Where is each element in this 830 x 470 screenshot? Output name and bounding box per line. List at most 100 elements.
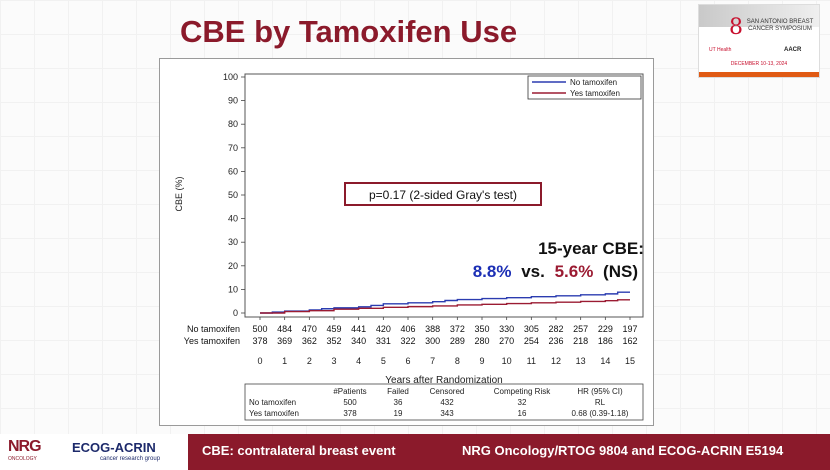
risk-count: 420 (376, 324, 391, 334)
risk-row-label-no: No tamoxifen (187, 324, 240, 334)
risk-count: 362 (302, 336, 317, 346)
table-cell: RL (595, 398, 606, 407)
y-tick-label: 50 (228, 190, 238, 200)
x-tick-label: 8 (455, 356, 460, 366)
risk-count: 186 (598, 336, 613, 346)
logo-sponsor-1: UT Health (709, 47, 732, 53)
nrg-logo-sub: ONCOLOGY (8, 456, 37, 462)
logo-dates: DECEMBER 10-13, 2024 (730, 61, 788, 67)
risk-count: 282 (548, 324, 563, 334)
x-tick-label: 15 (625, 356, 635, 366)
logo-band (699, 5, 819, 27)
risk-count: 352 (326, 336, 341, 346)
slide-title: CBE by Tamoxifen Use (180, 14, 518, 49)
table-header-hr: HR (95% CI) (577, 387, 623, 396)
logo-text: SAN ANTONIO BREAST CANCER SYMPOSIUM (746, 19, 814, 32)
y-axis-label: CBE (%) (174, 176, 184, 211)
x-tick-label: 6 (405, 356, 410, 366)
summary-table: #Patients Failed Censored Competing Risk… (244, 383, 644, 421)
x-tick-label: 2 (307, 356, 312, 366)
legend-label-yes-tamoxifen: Yes tamoxifen (570, 89, 620, 98)
risk-count: 289 (450, 336, 465, 346)
table-cell: 343 (440, 409, 454, 418)
risk-count: 406 (400, 324, 415, 334)
risk-count: 218 (573, 336, 588, 346)
risk-count: 305 (524, 324, 539, 334)
sabcs-logo: 8 SAN ANTONIO BREAST CANCER SYMPOSIUM UT… (698, 4, 820, 78)
risk-count: 236 (548, 336, 563, 346)
x-tick-label: 4 (356, 356, 361, 366)
x-tick-label: 11 (527, 356, 536, 366)
risk-count: 340 (351, 336, 366, 346)
at-risk-table: No tamoxifen Yes tamoxifen 500 484 470 459 4… (184, 324, 638, 346)
summary-title: 15-year CBE: (538, 239, 644, 258)
risk-count: 280 (474, 336, 489, 346)
table-cell: 500 (343, 398, 357, 407)
legend: No tamoxifen Yes tamoxifen (527, 75, 642, 100)
risk-count: 229 (598, 324, 613, 334)
x-tick-label: 3 (331, 356, 336, 366)
risk-count: 369 (277, 336, 292, 346)
ecog-acrin-logo: ECOG-ACRIN (72, 440, 156, 455)
x-tick-label: 7 (430, 356, 435, 366)
summary-vs: vs. (521, 262, 545, 281)
x-axis: 0 1 2 3 4 5 6 7 8 9 10 11 12 13 14 15 (257, 317, 635, 366)
legend-label-no-tamoxifen: No tamoxifen (570, 78, 617, 87)
table-row-label-no: No tamoxifen (249, 398, 296, 407)
x-tick-label: 14 (600, 356, 610, 366)
x-tick-label: 0 (257, 356, 262, 366)
risk-count: 470 (302, 324, 317, 334)
x-tick-label: 12 (551, 356, 561, 366)
y-tick-label: 40 (228, 214, 238, 224)
x-tick-label: 13 (576, 356, 586, 366)
footer-note: CBE: contralateral breast event (202, 443, 396, 458)
nrg-logo: NRG (8, 438, 42, 455)
y-tick-label: 60 (228, 166, 238, 176)
risk-count: 500 (252, 324, 267, 334)
y-tick-label: 70 (228, 143, 238, 153)
table-cell: 378 (343, 409, 357, 418)
footer-logos: NRG ONCOLOGY ECOG-ACRIN cancer research … (0, 434, 188, 470)
risk-count: 162 (622, 336, 637, 346)
risk-count: 300 (425, 336, 440, 346)
x-tick-label: 5 (381, 356, 386, 366)
pvalue-box (344, 182, 542, 206)
risk-count: 331 (376, 336, 391, 346)
summary-ns: (NS) (603, 262, 638, 281)
chart-card: 0 10 20 30 40 50 60 70 80 90 100 0 1 2 3 4 5 6 7 8 9 10 11 12 1… (159, 58, 654, 426)
table-header-patients: #Patients (333, 387, 366, 396)
y-tick-label: 90 (228, 96, 238, 106)
footer-bar: NRG ONCOLOGY ECOG-ACRIN cancer research … (0, 434, 830, 470)
y-tick-label: 10 (228, 284, 238, 294)
table-cell: 0.68 (0.39-1.18) (572, 409, 629, 418)
y-tick-label: 0 (233, 308, 238, 318)
summary-no-value: 8.8% (473, 262, 512, 281)
risk-count: 257 (573, 324, 588, 334)
table-cell: 19 (394, 409, 403, 418)
series-group (260, 291, 630, 314)
table-cell: 32 (518, 398, 527, 407)
table-cell: 16 (518, 409, 527, 418)
risk-count: 441 (351, 324, 366, 334)
x-tick-label: 10 (502, 356, 512, 366)
logo-sponsor-2: AACR (784, 47, 802, 53)
risk-row-label-yes: Yes tamoxifen (184, 336, 240, 346)
y-tick-label: 30 (228, 237, 238, 247)
series-line-yes-tamoxifen (260, 299, 630, 314)
y-tick-label: 80 (228, 119, 238, 129)
footer-trial: NRG Oncology/RTOG 9804 and ECOG-ACRIN E5… (462, 443, 784, 458)
risk-count: 270 (499, 336, 514, 346)
y-tick-label: 20 (228, 261, 238, 271)
risk-count: 378 (252, 336, 267, 346)
risk-count: 254 (524, 336, 539, 346)
table-header-competing-risk: Competing Risk (494, 387, 551, 396)
x-axis-label: Years after Randomization (385, 375, 502, 386)
risk-count: 484 (277, 324, 292, 334)
table-header-failed: Failed (387, 387, 409, 396)
ecog-acrin-logo-sub: cancer research group (100, 456, 161, 462)
risk-count: 197 (622, 324, 637, 334)
risk-count: 322 (400, 336, 415, 346)
pvalue-text: p=0.17 (2-sided Gray's test) (369, 188, 517, 202)
x-tick-label: 9 (479, 356, 484, 366)
risk-count: 388 (425, 324, 440, 334)
